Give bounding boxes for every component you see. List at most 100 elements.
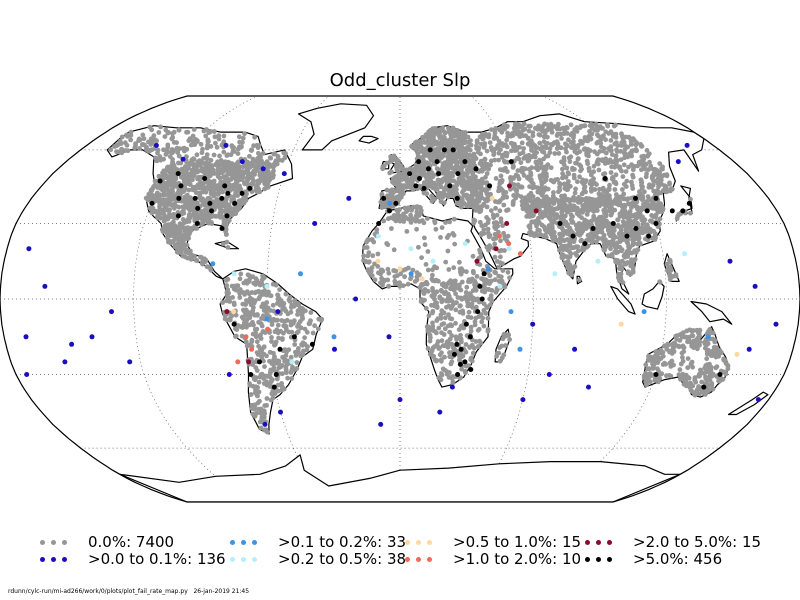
station-point — [574, 253, 580, 258]
station-point — [154, 158, 160, 164]
station-point — [571, 132, 577, 138]
station-point — [214, 144, 220, 150]
station-point — [471, 270, 476, 276]
station-point — [125, 133, 130, 139]
station-point — [527, 223, 533, 228]
station-point — [423, 262, 429, 267]
station-point — [445, 140, 450, 145]
station-point — [652, 378, 658, 383]
station-point — [260, 329, 266, 334]
station-point — [435, 177, 441, 183]
station-point — [657, 279, 663, 285]
station-point — [400, 191, 406, 197]
station-point — [429, 197, 435, 203]
station-point — [219, 169, 225, 175]
station-point — [148, 136, 154, 142]
station-point — [655, 176, 661, 182]
station-point — [669, 274, 675, 279]
station-point — [443, 291, 448, 296]
station-point — [410, 145, 416, 150]
station-point — [150, 193, 156, 198]
station-point — [208, 168, 213, 174]
station-point — [543, 153, 549, 159]
station-point — [234, 327, 240, 332]
station-point — [168, 174, 174, 180]
station-point — [534, 145, 540, 151]
station-point — [570, 203, 575, 209]
station-point — [230, 295, 236, 300]
station-point — [143, 195, 149, 201]
station-point — [576, 277, 582, 283]
station-point — [303, 308, 308, 314]
station-point — [539, 181, 545, 187]
station-point — [468, 324, 474, 330]
station-point — [668, 267, 674, 273]
station-point — [250, 181, 256, 187]
station-point — [610, 131, 616, 137]
station-point — [542, 145, 548, 150]
station-point — [215, 174, 221, 180]
station-point — [498, 274, 504, 280]
station-point — [438, 199, 444, 205]
station-point — [564, 125, 570, 131]
station-point — [615, 249, 621, 255]
station-point — [485, 220, 491, 226]
station-point — [381, 279, 387, 284]
station-point — [271, 350, 276, 356]
station-point — [683, 383, 689, 389]
station-point — [493, 289, 499, 295]
station-point — [679, 331, 685, 337]
station-point — [273, 158, 279, 164]
station-point — [504, 194, 510, 200]
station-point — [454, 180, 459, 186]
station-point — [155, 150, 160, 156]
station-point — [192, 142, 198, 148]
station-point — [639, 196, 644, 201]
station-point — [609, 152, 615, 158]
station-point — [245, 272, 251, 278]
station-point — [170, 194, 176, 200]
station-point — [449, 341, 455, 347]
station-point — [609, 230, 615, 236]
station-point — [518, 184, 523, 190]
station-point — [601, 242, 607, 248]
station-point — [582, 146, 588, 152]
station-point — [481, 308, 487, 313]
station-point — [275, 322, 281, 328]
station-point — [465, 203, 471, 209]
station-point — [453, 278, 458, 284]
station-point — [601, 188, 607, 193]
station-point — [441, 177, 447, 183]
station-point — [221, 133, 227, 139]
station-point — [485, 328, 491, 334]
station-point — [499, 355, 505, 361]
station-point — [436, 194, 442, 200]
station-point — [259, 354, 264, 360]
station-point — [169, 136, 175, 142]
station-point — [470, 200, 476, 206]
station-point — [143, 147, 149, 153]
station-point — [416, 244, 421, 250]
station-point — [564, 143, 570, 149]
station-point — [597, 214, 602, 220]
station-point — [484, 197, 489, 202]
station-point — [294, 360, 300, 365]
station-point — [255, 181, 260, 187]
station-point — [492, 241, 498, 247]
station-point — [677, 338, 683, 343]
station-point — [458, 303, 463, 309]
station-point — [434, 146, 440, 152]
station-point — [184, 192, 190, 198]
station-point — [446, 370, 452, 375]
station-point — [257, 374, 263, 380]
station-point — [204, 152, 210, 158]
station-point — [470, 153, 476, 159]
station-point — [659, 173, 665, 179]
station-point — [236, 198, 242, 204]
station-point — [559, 231, 565, 237]
station-point — [211, 178, 217, 184]
station-point — [671, 340, 677, 346]
station-point — [630, 240, 636, 245]
station-point — [621, 162, 627, 168]
station-point — [582, 184, 588, 190]
